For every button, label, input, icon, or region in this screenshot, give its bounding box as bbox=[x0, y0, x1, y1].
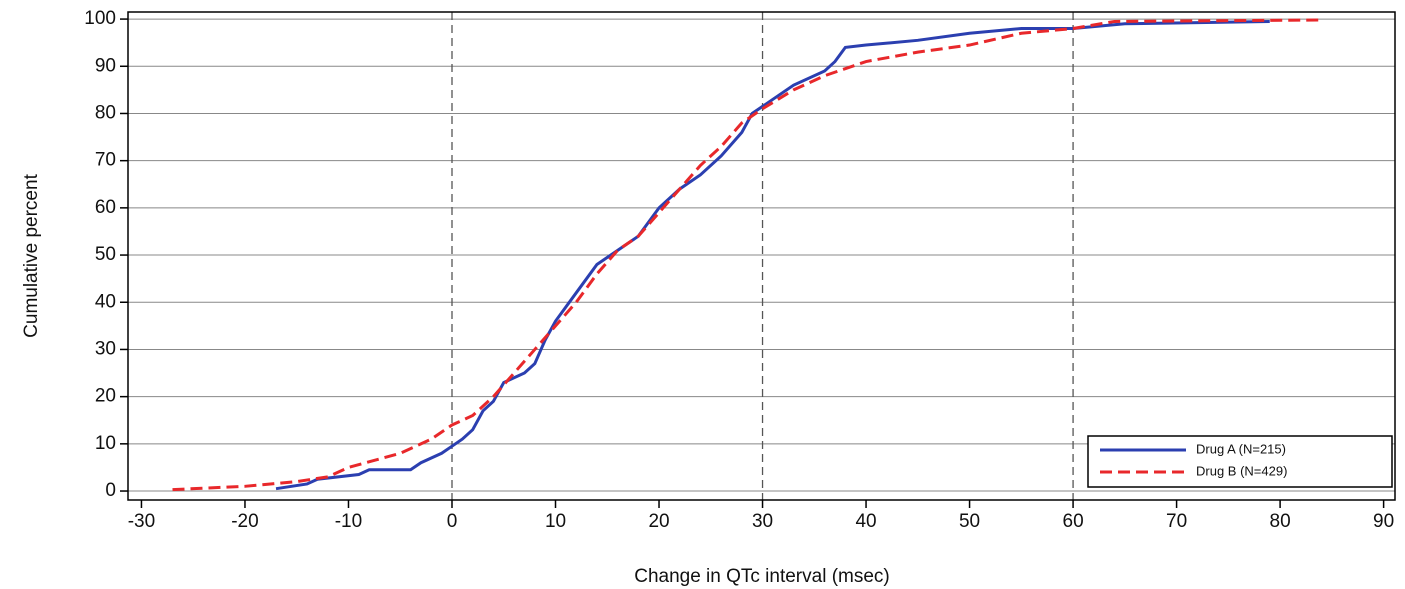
y-tick-label: 10 bbox=[95, 433, 116, 454]
x-tick-label: -20 bbox=[231, 511, 258, 532]
legend-label: Drug B (N=429) bbox=[1196, 463, 1287, 478]
y-tick-label: 90 bbox=[95, 55, 116, 76]
y-tick-label: 50 bbox=[95, 244, 116, 265]
y-tick-label: 0 bbox=[105, 480, 116, 501]
y-tick-label: 30 bbox=[95, 338, 116, 359]
x-tick-label: 10 bbox=[545, 511, 566, 532]
y-axis-label: Cumulative percent bbox=[21, 173, 42, 337]
x-tick-label: -10 bbox=[335, 511, 362, 532]
legend-label: Drug A (N=215) bbox=[1196, 441, 1286, 456]
y-tick-label: 100 bbox=[84, 8, 116, 29]
x-tick-label: -30 bbox=[128, 511, 155, 532]
y-tick-label: 40 bbox=[95, 291, 116, 312]
legend-box bbox=[1087, 435, 1393, 488]
y-tick-label: 80 bbox=[95, 102, 116, 123]
y-tick-label: 20 bbox=[95, 386, 116, 407]
data-line bbox=[275, 19, 1270, 491]
data-line bbox=[172, 18, 1322, 492]
y-tick-label: 70 bbox=[95, 150, 116, 171]
y-tick-label: 60 bbox=[95, 197, 116, 218]
x-tick-label: 50 bbox=[959, 511, 980, 532]
x-tick-label: 0 bbox=[447, 511, 458, 532]
x-tick-label: 20 bbox=[648, 511, 669, 532]
x-tick-label: 40 bbox=[855, 511, 876, 532]
x-tick-label: 80 bbox=[1270, 511, 1291, 532]
x-tick-label: 90 bbox=[1373, 511, 1394, 532]
x-tick-label: 60 bbox=[1063, 511, 1084, 532]
x-tick-label: 70 bbox=[1166, 511, 1187, 532]
x-tick-label: 30 bbox=[752, 511, 773, 532]
plot-frame bbox=[127, 11, 1396, 501]
x-axis-label: Change in QTc interval (msec) bbox=[634, 566, 890, 587]
